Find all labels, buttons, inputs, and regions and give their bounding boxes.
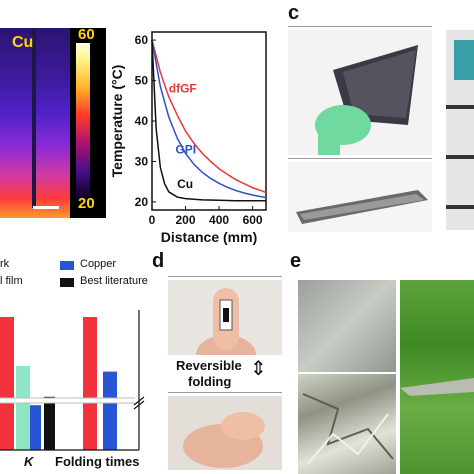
plot-frame: [151, 31, 267, 211]
bar-folding-blue: [103, 371, 117, 450]
bar-k-red: [0, 317, 14, 450]
break-mark-1: [133, 396, 145, 406]
series-label-GPI: GPI: [175, 142, 196, 156]
y-tick-label: 40: [135, 114, 149, 128]
photo-finger-bent: [168, 396, 282, 470]
panel-label-e: e: [290, 250, 302, 272]
legend-copper: Copper: [80, 258, 117, 270]
panel-c-rule-top: [288, 26, 432, 27]
y-axis-title: Temperature (°C): [109, 65, 125, 178]
folding-label: folding: [188, 374, 232, 389]
colorbar-max-label: 60: [78, 26, 95, 43]
bar-folding-red: [83, 317, 97, 450]
y-tick-label: 50: [135, 74, 149, 88]
photo-finger-flat: [168, 280, 282, 355]
panel-d-rule-mid: [168, 392, 282, 393]
bar-k-teal: [16, 366, 30, 450]
x-tick-label: 400: [209, 213, 229, 227]
x-tick-label: 200: [176, 213, 196, 227]
series-line-Cu: [151, 40, 266, 202]
legend-partial-2: l film: [0, 275, 23, 287]
panel-label-d: d: [152, 250, 165, 272]
x-axis-title: Distance (mm): [161, 229, 257, 245]
panel-c-rule-mid: [288, 158, 432, 159]
photo-flexible-film-hand: [288, 30, 432, 155]
x-tick-label: 0: [149, 213, 156, 227]
colorbar-min-label: 20: [78, 195, 95, 212]
photo-film-flat-texture: [298, 280, 396, 372]
series-label-Cu: Cu: [177, 177, 193, 191]
panel-d-rule-top: [168, 276, 282, 277]
series-line-GPI: [151, 39, 267, 199]
series-line-dfGF: [151, 39, 267, 194]
y-tick-label: 60: [135, 33, 149, 47]
legend-swatch-copper: [60, 261, 74, 270]
bar-k-black: [44, 396, 55, 450]
bar-k-blue: [30, 405, 41, 450]
axis-break-band: [0, 398, 135, 403]
break-mark-2: [133, 400, 145, 410]
legend-swatch-best: [60, 278, 74, 287]
y-tick-label: 30: [135, 154, 149, 168]
colorbar: [76, 43, 90, 203]
thermal-sample-strip: [32, 28, 36, 208]
photo-film-on-leaf: [400, 280, 474, 474]
photo-film-crumpled: [298, 374, 396, 474]
x-tick-label: 600: [243, 213, 263, 227]
thermal-material-label: Cu: [12, 34, 34, 51]
double-arrow-icon: ⇕: [250, 358, 267, 380]
panel-label-c: c: [288, 2, 300, 24]
legend-best-literature: Best literature: [80, 275, 148, 287]
performance-bar-chart: [0, 310, 145, 451]
series-label-dfGF: dfGF: [169, 82, 197, 96]
bar-xlabel-k: K: [24, 454, 34, 469]
legend-partial-1: rk: [0, 258, 10, 270]
photo-rolled-film: [288, 162, 432, 232]
y-tick-label: 20: [135, 195, 149, 209]
reversible-label: Reversible: [176, 358, 242, 373]
scale-bar: [33, 206, 59, 209]
bar-xlabel-folding: Folding times: [55, 454, 140, 469]
photo-film-side-strip: [446, 30, 474, 230]
